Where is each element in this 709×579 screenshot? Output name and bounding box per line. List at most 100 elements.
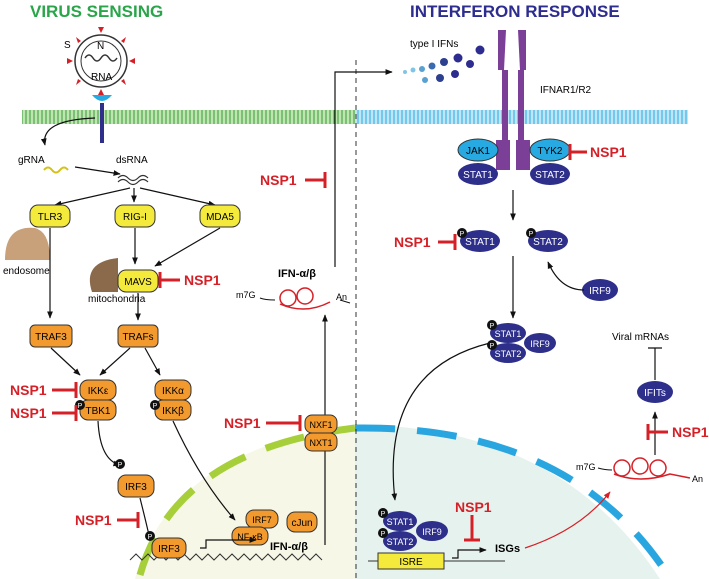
jak1-node: JAK1 [457,138,499,162]
svg-text:P: P [118,462,123,469]
stat2-p-node: STAT2 [528,230,568,252]
svg-text:IKKε: IKKε [88,386,109,397]
svg-text:TBK1: TBK1 [85,406,110,417]
irf3-node: IRF3 [117,474,155,498]
arrow-virus-grna [40,117,96,146]
svg-text:P: P [153,403,158,410]
nsp1-nxf1: NSP1 [224,415,261,431]
rigi-node: RIG-I [114,204,156,228]
arrow-ifn-secretion [334,69,393,267]
complex-stat2: STAT2 [490,343,526,363]
ikke-node: IKKε [79,379,117,401]
svg-text:IKKβ: IKKβ [162,406,184,417]
svg-text:P: P [490,343,495,350]
nsp1-mrna: NSP1 [260,172,297,188]
nsp1-viral-mrna: NSP1 [672,424,709,440]
virus-s-label: S [64,40,71,51]
phospho-stat1-p: P [457,228,467,238]
complex-irf9: IRF9 [524,333,556,353]
viral-mrnas-label: Viral mRNAs [612,332,669,343]
nsp1-tbk1: NSP1 [10,405,47,421]
svg-text:IRF9: IRF9 [422,527,442,537]
dsrna-icon [117,174,149,186]
svg-text:IFITs: IFITs [644,388,666,399]
ikka-node: IKKα [154,379,192,401]
svg-text:cJun: cJun [291,518,312,529]
svg-text:STAT2: STAT2 [495,349,522,359]
svg-text:STAT2: STAT2 [533,237,563,248]
mavs-node: MAVS [117,269,159,293]
isgs-label: ISGs [495,543,520,555]
nucleus-left-area [135,425,355,579]
viral-mrna-an-label: An [692,474,703,484]
svg-text:STAT1: STAT1 [495,329,522,339]
svg-text:MAVS: MAVS [124,277,152,288]
complex-stat1: STAT1 [490,323,526,343]
nsp1-ikke: NSP1 [10,382,47,398]
nsp1-isgs: NSP1 [455,499,492,515]
stat1-p-node: STAT1 [460,230,500,252]
svg-text:RIG-I: RIG-I [123,212,147,223]
phospho-irf3-nuclear: P [145,531,155,541]
nxf1-node: NXF1 [304,414,338,434]
phospho-complex-stat1: P [487,320,497,330]
svg-text:P: P [490,323,495,330]
svg-text:STAT2: STAT2 [535,170,565,181]
svg-text:P: P [78,403,83,410]
phospho-complex-stat2: P [487,340,497,350]
phospho-nuclear-stat2: P [378,528,388,538]
nfkb-node: NF-κB [231,526,269,546]
ifn-gene-label: IFN-α/β [270,541,308,553]
endosome-label: endosome [3,266,50,277]
svg-text:IRF7: IRF7 [252,515,272,525]
svg-text:STAT1: STAT1 [465,237,495,248]
nsp1-irf3: NSP1 [75,512,112,528]
svg-text:JAK1: JAK1 [466,146,490,157]
mda5-node: MDA5 [199,204,241,228]
svg-text:P: P [529,231,534,238]
svg-text:P: P [381,531,386,538]
type-i-ifns-label: type I IFNs [410,39,458,50]
irf3-nuclear-node: IRF3 [151,537,187,559]
nxt1-node: NXT1 [304,432,338,452]
nsp1-tyk2: NSP1 [590,144,627,160]
nuclear-envelope-right [354,424,671,577]
svg-text:IRF9: IRF9 [530,339,550,349]
svg-text:STAT2: STAT2 [387,537,414,547]
mitochondria-label: mitochondria [88,294,146,305]
trafs-node: TRAFs [117,324,159,348]
svg-text:TYK2: TYK2 [537,146,562,157]
viral-mrna-m7g-label: m7G [576,462,596,472]
membrane-left [22,110,355,124]
svg-text:NXF1: NXF1 [309,420,332,430]
stat2-node: STAT2 [530,163,570,185]
svg-text:IRF9: IRF9 [589,286,611,297]
cjun-node: cJun [286,511,318,533]
ifnar-label: IFNAR1/R2 [540,85,592,96]
header-virus-sensing: VIRUS SENSING [30,2,163,21]
nuclear-stat2: STAT2 [383,531,417,551]
tyk2-node: TYK2 [529,138,571,162]
phospho-irf3: P [115,459,125,469]
dsrna-label: dsRNA [116,155,148,166]
phospho-stat2-p: P [526,228,536,238]
grna-label: gRNA [18,155,45,166]
phospho-ikkb: P [150,400,160,410]
irf7-node: IRF7 [245,509,279,529]
virus-n-label: N [97,41,104,52]
ifits-node: IFITs [637,381,673,403]
tlr3-node: TLR3 [29,204,71,228]
tbk1-node: TBK1 [79,399,117,421]
svg-text:TRAF3: TRAF3 [35,332,67,343]
ifn-mrna-label: IFN-α/β [278,268,316,280]
phospho-nuclear-stat1: P [378,508,388,518]
ifn-particles [403,45,485,83]
svg-text:NF-κB: NF-κB [237,532,263,542]
svg-text:TRAFs: TRAFs [122,332,153,343]
inhibitor-bars-left [52,172,327,528]
isre-label: ISRE [399,557,423,568]
nsp1-mavs: NSP1 [184,272,221,288]
svg-text:IKKα: IKKα [162,386,184,397]
